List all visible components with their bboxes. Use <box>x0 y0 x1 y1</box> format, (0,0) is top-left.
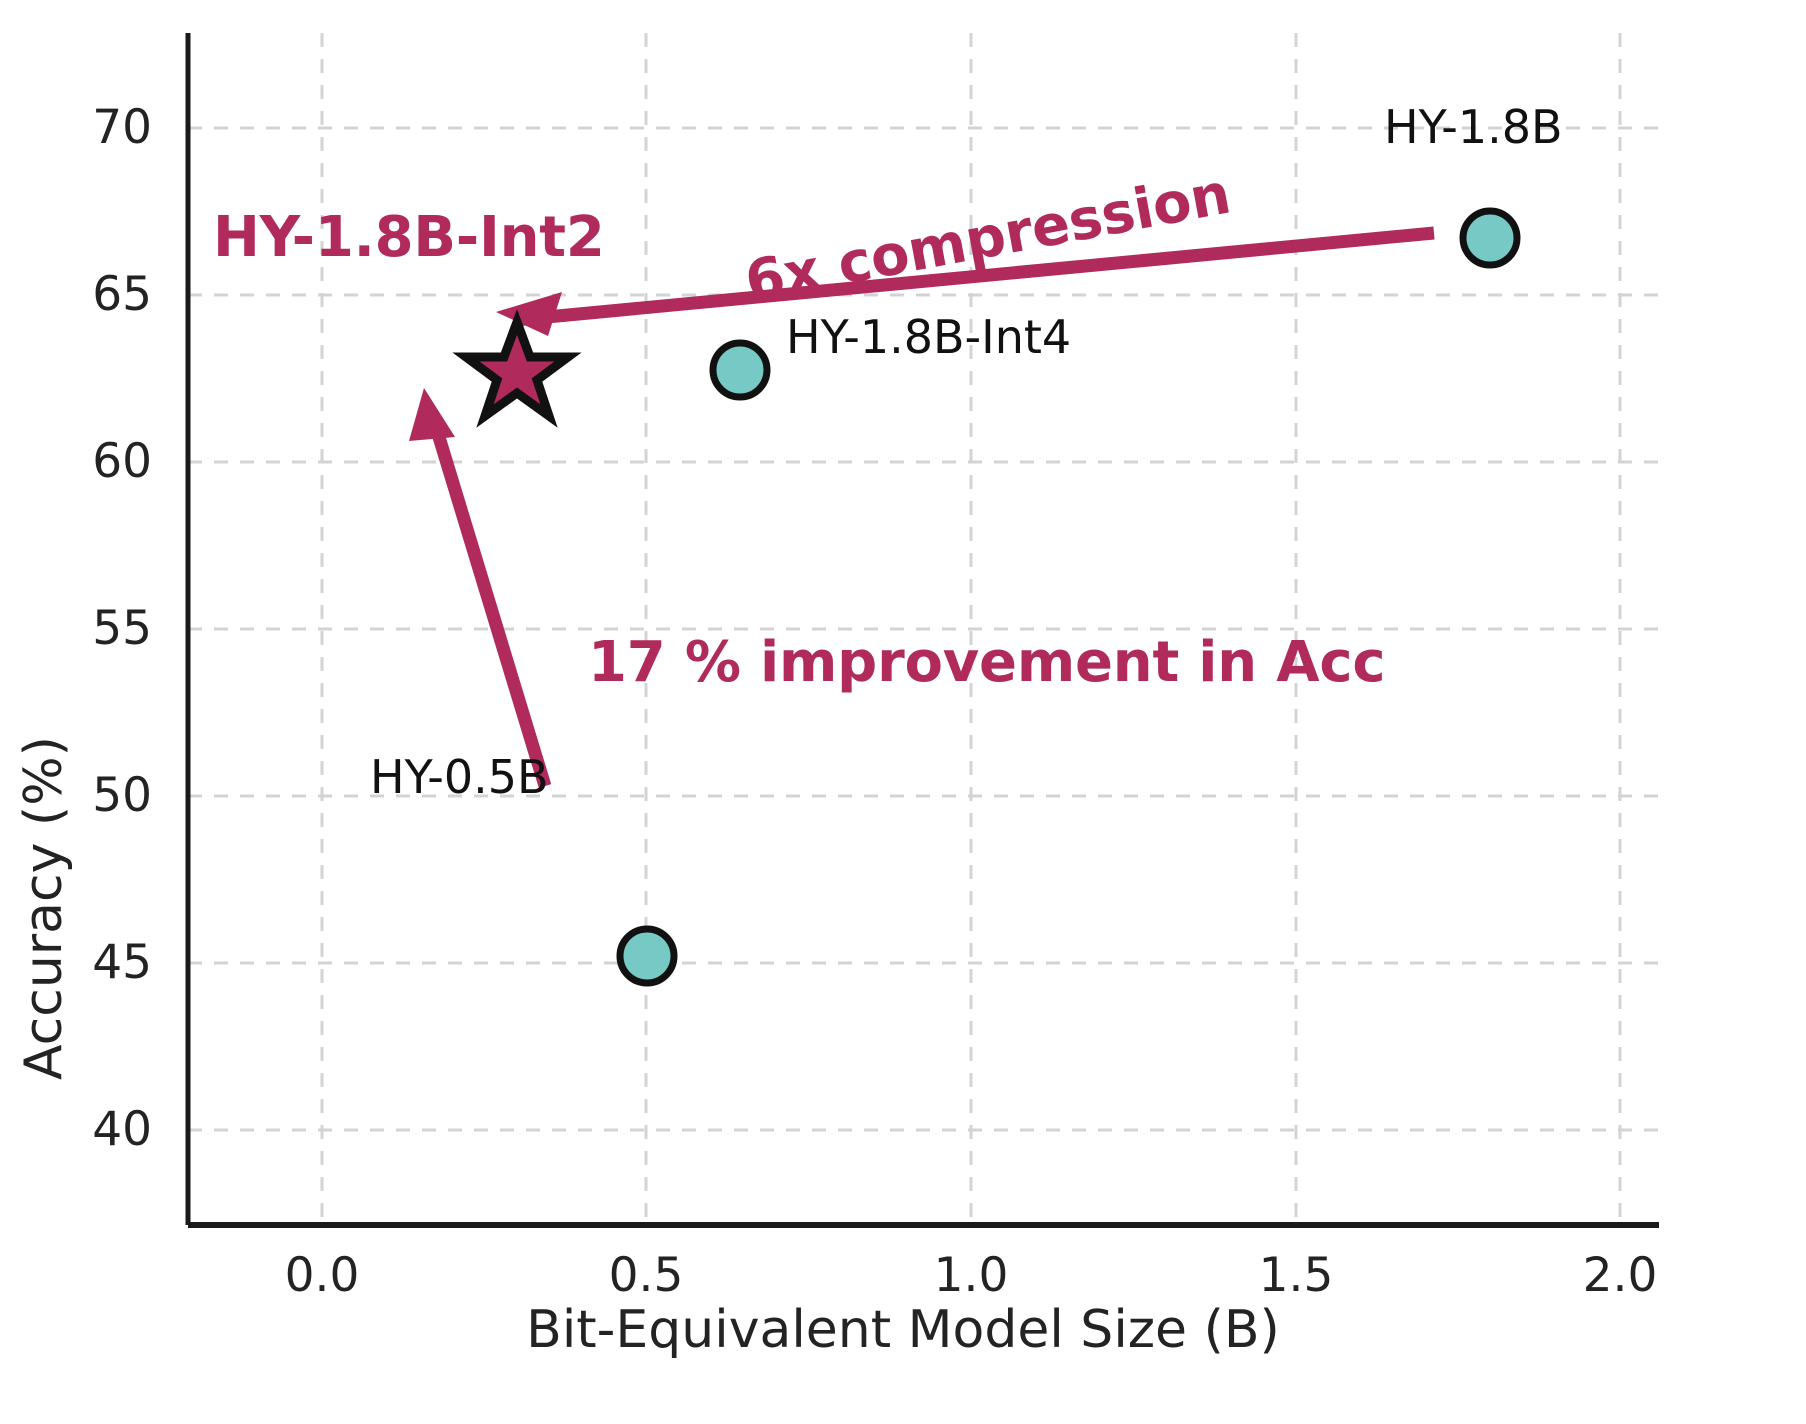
y-tick-label-70: 70 <box>92 100 152 155</box>
improvement-arrow <box>409 388 552 788</box>
x-tick-label-2-0: 2.0 <box>1582 1248 1658 1303</box>
gridlines-vertical <box>320 33 1622 1225</box>
annotation-int2-label: HY-1.8B-Int2 <box>213 205 605 270</box>
y-axis-title: Accuracy (%) <box>14 736 74 1080</box>
compression-arrow <box>496 226 1435 336</box>
x-tick-label-1-5: 1.5 <box>1258 1248 1334 1303</box>
point-label-hy-1-8b: HY-1.8B <box>1384 100 1563 154</box>
y-tick-label-45: 45 <box>92 935 152 990</box>
x-axis-title: Bit-Equivalent Model Size (B) <box>526 1300 1280 1360</box>
data-point-hy-0-5b[interactable] <box>616 925 678 987</box>
annotation-improvement-label: 17 % improvement in Acc <box>588 630 1386 695</box>
x-tick-label-1-0: 1.0 <box>933 1248 1009 1303</box>
x-tick-label-0-5: 0.5 <box>608 1248 684 1303</box>
y-tick-label-60: 60 <box>92 434 152 489</box>
data-point-hy-1-8b-int2-star[interactable] <box>452 309 582 428</box>
point-label-hy-1-8b-int4: HY-1.8B-Int4 <box>786 310 1072 364</box>
data-point-hy-1-8b[interactable] <box>1459 207 1521 269</box>
y-tick-label-40: 40 <box>92 1102 152 1157</box>
gridlines-horizontal <box>188 126 1659 1132</box>
y-tick-label-50: 50 <box>92 768 152 823</box>
y-tick-label-55: 55 <box>92 601 152 656</box>
point-label-hy-0-5b: HY-0.5B <box>370 750 549 804</box>
data-point-hy-1-8b-int4[interactable] <box>709 339 771 401</box>
y-tick-label-65: 65 <box>92 267 152 322</box>
x-tick-label-0-0: 0.0 <box>284 1248 360 1303</box>
